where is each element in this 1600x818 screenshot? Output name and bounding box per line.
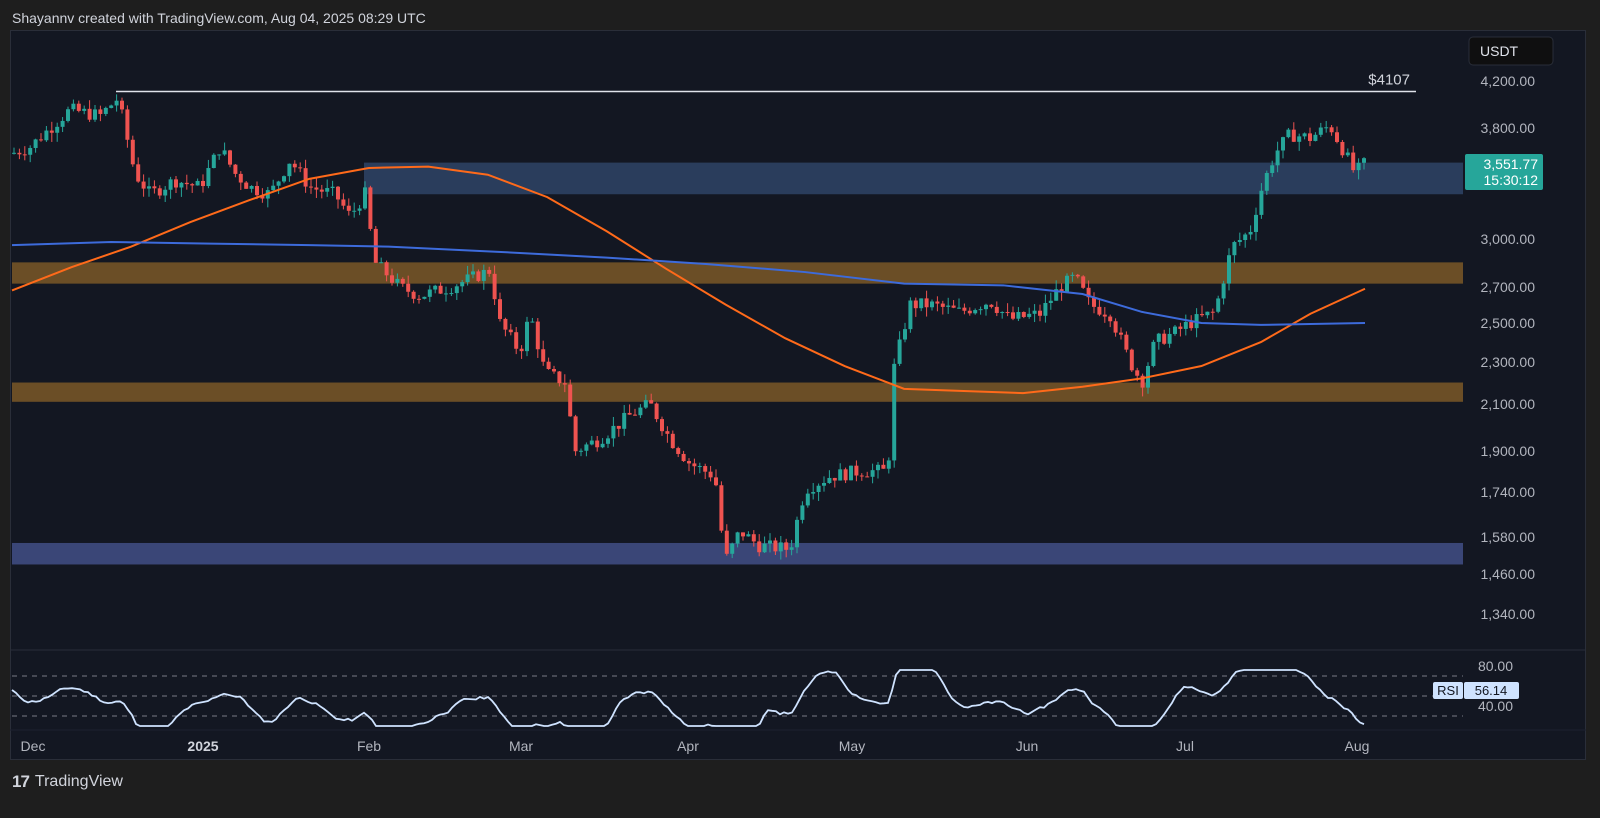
svg-text:1,460.00: 1,460.00 — [1481, 566, 1536, 582]
svg-text:3,000.00: 3,000.00 — [1481, 231, 1536, 247]
rsi-tag — [1433, 682, 1463, 699]
time-axis-label: Mar — [509, 738, 533, 754]
svg-text:1,740.00: 1,740.00 — [1481, 484, 1536, 500]
currency-selector[interactable] — [1468, 36, 1554, 66]
svg-text:1,580.00: 1,580.00 — [1481, 529, 1536, 545]
ath-label: $4107 — [1368, 72, 1410, 89]
svg-text:2,100.00: 2,100.00 — [1481, 396, 1536, 412]
time-axis-label: May — [839, 738, 865, 754]
brand-name: TradingView — [34, 773, 123, 790]
svg-text:40.00: 40.00 — [1478, 698, 1513, 714]
zone-orange-upper[interactable] — [12, 262, 1463, 284]
currency-label: USDT — [1480, 43, 1519, 59]
chart-attribution: Shayannv created with TradingView.com, A… — [12, 10, 426, 26]
svg-text:15:30:12: 15:30:12 — [1484, 172, 1539, 188]
time-axis-label: Aug — [1345, 738, 1370, 754]
rsi-value-badge — [1464, 682, 1519, 699]
time-axis-label: Jul — [1176, 738, 1194, 754]
svg-text:3,800.00: 3,800.00 — [1481, 120, 1536, 136]
tradingview-logo-icon: 17 — [12, 772, 30, 791]
time-axis-label: 2025 — [187, 738, 218, 754]
zone-orange-lower[interactable] — [12, 382, 1463, 402]
last-price-badge — [1465, 154, 1543, 190]
candles — [12, 94, 1366, 560]
svg-text:2,300.00: 2,300.00 — [1481, 354, 1536, 370]
time-axis-label: Jun — [1016, 738, 1039, 754]
svg-text:RSI: RSI — [1437, 683, 1459, 698]
svg-text:3,551.77: 3,551.77 — [1484, 156, 1539, 172]
tradingview-footer: 17 TradingView — [12, 772, 123, 792]
svg-text:1,900.00: 1,900.00 — [1481, 443, 1536, 459]
svg-text:4,200.00: 4,200.00 — [1481, 73, 1536, 89]
svg-text:1,340.00: 1,340.00 — [1481, 606, 1536, 622]
price-axis[interactable]: 4,200.00 3,800.00 3,000.00 2,700.00 2,500.00… — [1481, 73, 1536, 622]
svg-text:2,500.00: 2,500.00 — [1481, 315, 1536, 331]
rsi-line[interactable] — [11, 669, 1365, 727]
time-axis-label: Feb — [357, 738, 381, 754]
ma-orange-line[interactable] — [11, 165, 1366, 395]
resistance-zone-blue[interactable] — [364, 162, 1463, 195]
svg-text:56.14: 56.14 — [1475, 683, 1508, 698]
support-zone-indigo[interactable] — [12, 542, 1463, 565]
time-axis-label: Dec — [21, 738, 46, 754]
svg-text:2,700.00: 2,700.00 — [1481, 279, 1536, 295]
svg-text:80.00: 80.00 — [1478, 658, 1513, 674]
time-axis-label: Apr — [677, 738, 699, 754]
ma-blue-line[interactable] — [11, 241, 1366, 326]
